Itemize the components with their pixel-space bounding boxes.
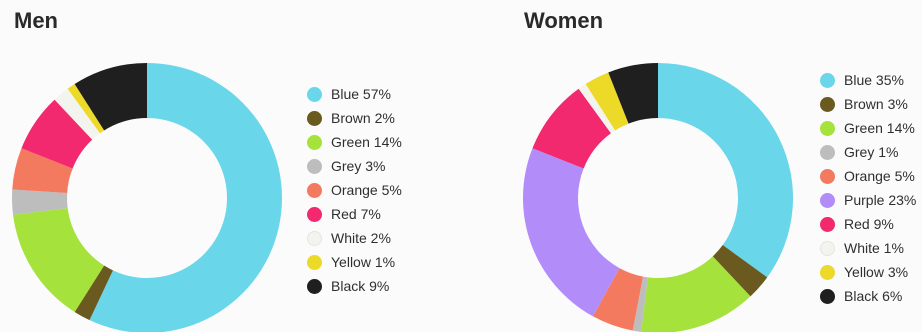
men-legend-swatch-red <box>307 206 322 222</box>
men-legend-swatch-brown <box>307 110 322 126</box>
men-legend-item-blue: Blue 57% <box>307 82 402 106</box>
women-legend-item-blue: Blue 35% <box>820 68 916 92</box>
men-legend-item-yellow: Yellow 1% <box>307 250 402 274</box>
men-legend-item-white: White 2% <box>307 226 402 250</box>
men-legend-swatch-green <box>307 134 322 150</box>
women-legend-swatch-green <box>820 120 835 136</box>
women-donut-chart <box>523 63 793 332</box>
men-legend-label-black: Black 9% <box>331 278 390 294</box>
men-legend-item-brown: Brown 2% <box>307 106 402 130</box>
women-legend-label-yellow: Yellow 3% <box>844 264 909 280</box>
women-legend-label-blue: Blue 35% <box>844 72 904 88</box>
women-legend-item-yellow: Yellow 3% <box>820 260 916 284</box>
men-legend-label-brown: Brown 2% <box>331 110 395 126</box>
women-legend-item-orange: Orange 5% <box>820 164 916 188</box>
women-legend-item-purple: Purple 23% <box>820 188 916 212</box>
women-slice-orange <box>592 268 644 331</box>
women-slice-purple <box>523 148 620 317</box>
women-slice-grey <box>632 276 648 332</box>
men-slice-black <box>74 63 147 131</box>
women-slice-red <box>532 88 611 169</box>
men-legend-label-orange: Orange 5% <box>331 182 402 198</box>
women-legend-swatch-orange <box>820 168 835 184</box>
women-chart-title: Women <box>524 8 604 33</box>
women-legend-swatch-purple <box>820 192 835 208</box>
men-legend-item-black: Black 9% <box>307 274 402 298</box>
men-legend: Blue 57% Brown 2% Green 14% Grey 3% Orange 5… <box>307 82 402 298</box>
women-legend-item-black: Black 6% <box>820 284 916 308</box>
men-legend-swatch-blue <box>307 86 322 102</box>
women-legend-label-white: White 1% <box>844 240 904 256</box>
women-legend-label-red: Red 9% <box>844 216 894 232</box>
women-legend-label-purple: Purple 23% <box>844 192 917 208</box>
women-legend-item-brown: Brown 3% <box>820 92 916 116</box>
women-legend-item-grey: Grey 1% <box>820 140 916 164</box>
women-legend-label-black: Black 6% <box>844 288 903 304</box>
men-slice-grey <box>11 189 68 215</box>
women-legend-swatch-black <box>820 288 835 304</box>
men-donut-chart <box>11 63 282 332</box>
women-slice-yellow <box>585 72 629 131</box>
men-slice-white <box>54 88 100 140</box>
men-slice-green <box>13 208 105 312</box>
men-legend-swatch-white <box>307 230 322 246</box>
men-legend-item-orange: Orange 5% <box>307 178 402 202</box>
women-legend-label-green: Green 14% <box>844 120 915 136</box>
men-legend-label-blue: Blue 57% <box>331 86 391 102</box>
women-slice-black <box>608 63 658 124</box>
women-legend-label-grey: Grey 1% <box>844 144 899 160</box>
women-slice-brown <box>712 245 768 297</box>
women-slice-white <box>578 84 616 134</box>
women-legend-swatch-red <box>820 216 835 232</box>
women-legend: Blue 35% Brown 3% Green 14% Grey 1% Orange 5… <box>820 68 916 308</box>
men-slice-blue <box>89 63 282 332</box>
men-legend-label-grey: Grey 3% <box>331 158 386 174</box>
women-legend-item-white: White 1% <box>820 236 916 260</box>
men-legend-swatch-yellow <box>307 254 322 270</box>
men-legend-item-green: Green 14% <box>307 130 402 154</box>
men-legend-label-green: Green 14% <box>331 134 402 150</box>
men-legend-item-grey: Grey 3% <box>307 154 402 178</box>
women-slice-green <box>641 256 751 332</box>
women-legend-item-red: Red 9% <box>820 212 916 236</box>
women-slice-blue <box>658 63 793 278</box>
men-legend-label-white: White 2% <box>331 230 391 246</box>
women-legend-swatch-grey <box>820 144 835 160</box>
men-legend-item-red: Red 7% <box>307 202 402 226</box>
women-legend-swatch-white <box>820 240 835 256</box>
women-legend-label-brown: Brown 3% <box>844 96 908 112</box>
men-chart-panel: Men Blue 57% Brown 2% Green 14% Grey 3% Oran… <box>11 8 402 332</box>
men-slice-yellow <box>67 84 105 134</box>
women-legend-label-orange: Orange 5% <box>844 168 915 184</box>
men-legend-label-yellow: Yellow 1% <box>331 254 396 270</box>
men-slice-brown <box>74 265 113 321</box>
men-legend-swatch-grey <box>307 158 322 174</box>
men-slice-red <box>21 99 93 169</box>
men-chart-title: Men <box>14 8 58 33</box>
men-legend-label-red: Red 7% <box>331 206 381 222</box>
women-legend-swatch-brown <box>820 96 835 112</box>
women-legend-swatch-yellow <box>820 264 835 280</box>
men-legend-swatch-orange <box>307 182 322 198</box>
women-legend-swatch-blue <box>820 72 835 88</box>
women-chart-panel: Women Blue 35% Brown 3% Green 14% Grey 1% Or… <box>470 0 922 332</box>
men-slice-orange <box>12 148 73 193</box>
men-legend-swatch-black <box>307 278 322 294</box>
women-legend-item-green: Green 14% <box>820 116 916 140</box>
